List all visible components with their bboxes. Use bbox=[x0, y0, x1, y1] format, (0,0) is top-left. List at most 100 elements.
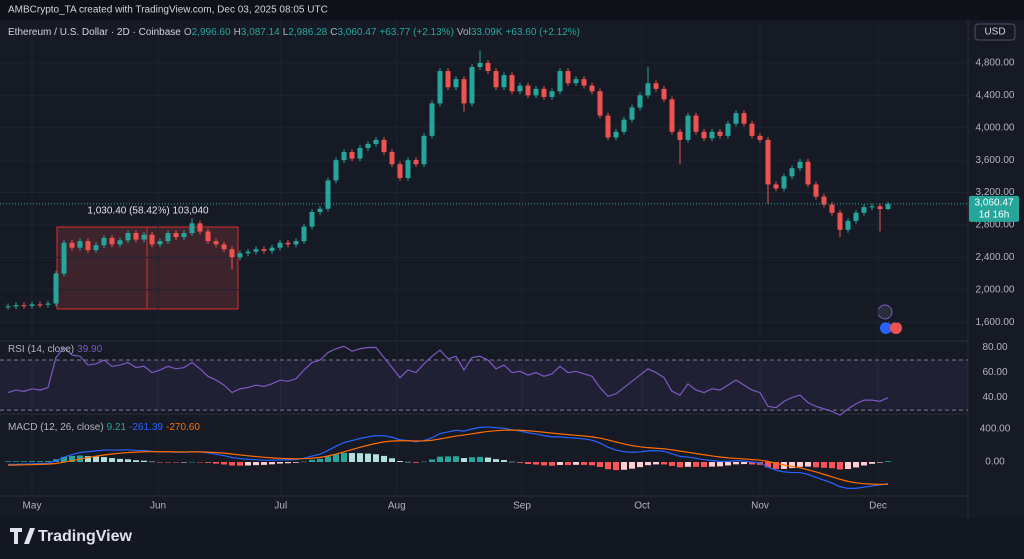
histogram-bar bbox=[165, 462, 171, 463]
candle-body bbox=[501, 75, 507, 88]
grid bbox=[0, 20, 968, 496]
histogram-bar bbox=[101, 457, 107, 463]
histogram-bar bbox=[805, 462, 811, 467]
histogram-bar bbox=[717, 462, 723, 467]
histogram-bar bbox=[549, 462, 555, 466]
candle-body bbox=[5, 306, 11, 308]
candle-body bbox=[853, 212, 859, 221]
candle-body bbox=[549, 91, 555, 97]
candle-body bbox=[653, 83, 659, 89]
candle-body bbox=[253, 249, 259, 252]
candle-body bbox=[469, 66, 475, 104]
histogram-bar bbox=[765, 462, 771, 468]
candle-body bbox=[725, 123, 731, 136]
symbol-legend: Ethereum / U.S. Dollar · 2D · Coinbase O2… bbox=[8, 27, 583, 38]
last-price-box bbox=[969, 195, 1019, 222]
candle-body bbox=[805, 161, 811, 185]
histogram-bar bbox=[613, 462, 619, 471]
candle-body bbox=[605, 115, 611, 138]
candle-body bbox=[861, 207, 867, 213]
candle-body bbox=[69, 242, 75, 248]
histogram-bar bbox=[461, 458, 467, 463]
candle-body bbox=[109, 237, 115, 245]
candle-body bbox=[597, 91, 603, 116]
candle-body bbox=[837, 212, 843, 230]
legend-key: C bbox=[330, 27, 338, 38]
candle-body bbox=[717, 131, 723, 136]
candle-body bbox=[565, 71, 571, 84]
candle-body bbox=[53, 273, 59, 304]
candle-body bbox=[133, 233, 139, 240]
currency[interactable]: USD bbox=[984, 27, 1005, 38]
histogram-bar bbox=[829, 462, 835, 469]
line bbox=[7, 345, 889, 416]
indicator-value: -261.39 bbox=[129, 422, 163, 433]
candle-body bbox=[269, 247, 275, 251]
candle-body bbox=[869, 206, 875, 208]
candle-body bbox=[877, 206, 883, 210]
legend-key: H bbox=[233, 27, 241, 38]
candle-body bbox=[77, 241, 83, 248]
candle-body bbox=[157, 241, 163, 245]
candle-body bbox=[365, 143, 371, 148]
candle-body bbox=[437, 71, 443, 104]
symbol-title: Ethereum / U.S. Dollar · 2D · Coinbase bbox=[8, 27, 181, 38]
candle-body bbox=[93, 245, 99, 251]
candle-body bbox=[277, 242, 283, 248]
histogram-bar bbox=[141, 460, 147, 463]
last-price-label: 3,060.47 bbox=[975, 198, 1014, 209]
candle-body bbox=[357, 148, 363, 159]
histogram-bar bbox=[389, 458, 395, 463]
event-flag[interactable] bbox=[880, 322, 892, 334]
histogram-bar bbox=[885, 461, 891, 463]
y-tick-label: 1,600.00 bbox=[976, 317, 1015, 328]
candle-body bbox=[341, 152, 347, 161]
candle-body bbox=[477, 62, 483, 67]
histogram-bar bbox=[749, 462, 755, 465]
histogram-bar bbox=[525, 462, 531, 464]
candle-body bbox=[45, 303, 51, 305]
y-tick-label: 4,400.00 bbox=[976, 90, 1015, 101]
histogram-bar bbox=[261, 462, 267, 465]
legend-value: 33.09K bbox=[470, 27, 503, 38]
histogram-bar bbox=[653, 462, 659, 465]
candle-body bbox=[541, 88, 547, 97]
logo-text: TradingView bbox=[38, 528, 133, 545]
candle-body bbox=[125, 233, 131, 241]
candle-body bbox=[693, 115, 699, 132]
y-tick-label: 400.00 bbox=[980, 424, 1011, 435]
histogram-bar bbox=[405, 461, 411, 463]
histogram-bar bbox=[869, 462, 875, 464]
histogram-bar bbox=[733, 462, 739, 465]
histogram-bar bbox=[421, 461, 427, 463]
histogram-bar bbox=[221, 462, 227, 465]
histogram-bar bbox=[853, 462, 859, 468]
histogram-bar bbox=[677, 462, 683, 468]
histogram-bar bbox=[789, 462, 795, 469]
histogram-bar bbox=[277, 462, 283, 464]
histogram-bar bbox=[645, 462, 651, 466]
histogram-bar bbox=[597, 462, 603, 467]
candle-body bbox=[373, 139, 379, 144]
candle-body bbox=[741, 113, 747, 124]
histogram-bar bbox=[229, 462, 235, 466]
histogram-bar bbox=[357, 453, 363, 463]
histogram-bar bbox=[333, 454, 339, 463]
candle-body bbox=[645, 83, 651, 96]
legend-key: Vol bbox=[456, 27, 471, 38]
histogram-bar bbox=[173, 462, 179, 463]
histogram-bar bbox=[325, 456, 331, 463]
candle-body bbox=[101, 237, 107, 246]
event-icon[interactable] bbox=[877, 304, 893, 320]
candle-body bbox=[701, 131, 707, 139]
event-flag[interactable] bbox=[890, 322, 902, 334]
histogram-bar bbox=[413, 462, 419, 463]
line bbox=[7, 429, 889, 485]
macd-legend: MACD (12, 26, close) 9.21 -261.39 -270.60 bbox=[8, 422, 203, 433]
histogram-bar bbox=[709, 462, 715, 467]
currency-box[interactable] bbox=[974, 23, 1016, 41]
candle-body bbox=[829, 204, 835, 213]
histogram-bar bbox=[557, 462, 563, 465]
candle-body bbox=[733, 113, 739, 124]
